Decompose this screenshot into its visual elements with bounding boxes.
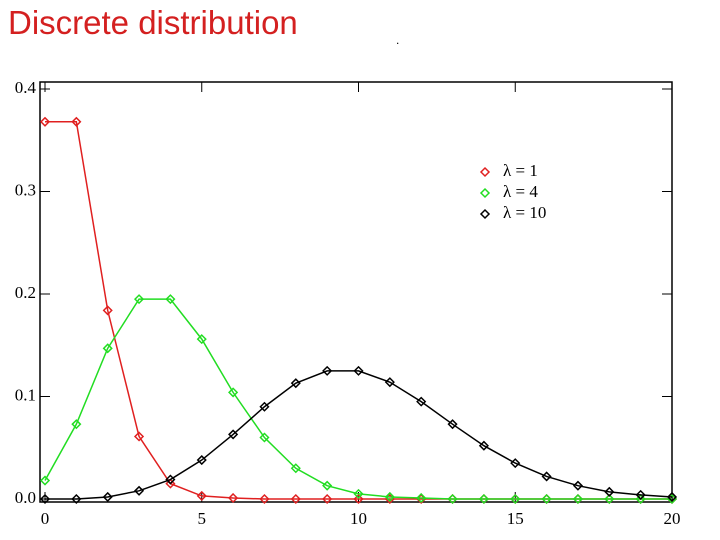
marker xyxy=(322,493,333,505)
marker xyxy=(510,458,521,469)
marker xyxy=(322,480,333,491)
marker xyxy=(447,493,458,505)
marker xyxy=(102,491,113,503)
marker xyxy=(416,492,427,504)
marker xyxy=(604,493,615,505)
marker xyxy=(478,440,489,451)
marker xyxy=(510,493,521,505)
marker xyxy=(541,471,552,482)
marker xyxy=(290,378,301,389)
marker xyxy=(196,454,207,466)
y-tick-label: 0.4 xyxy=(15,78,37,97)
marker xyxy=(196,334,207,345)
marker xyxy=(384,491,395,503)
marker xyxy=(133,431,145,442)
marker xyxy=(447,419,458,430)
marker xyxy=(353,365,364,376)
y-tick-label: 0.3 xyxy=(15,180,36,199)
marker xyxy=(165,478,176,489)
x-tick-label: 20 xyxy=(664,509,681,528)
x-tick-label: 15 xyxy=(507,509,524,528)
y-tick-label: 0.1 xyxy=(15,385,36,404)
marker xyxy=(71,419,82,430)
series-line xyxy=(44,298,672,500)
marker xyxy=(290,463,301,474)
x-tick-label: 10 xyxy=(350,509,367,528)
marker xyxy=(228,387,239,398)
legend-label: λ = 1 xyxy=(503,161,538,180)
marker xyxy=(71,116,82,127)
marker xyxy=(39,116,51,127)
marker xyxy=(259,401,270,412)
marker xyxy=(259,493,270,505)
legend-label: λ = 4 xyxy=(503,182,538,201)
marker xyxy=(572,480,584,491)
x-tick-label: 0 xyxy=(41,509,50,528)
marker xyxy=(228,492,239,504)
marker xyxy=(635,489,646,500)
legend-label: λ = 10 xyxy=(503,203,546,222)
marker xyxy=(39,493,51,505)
marker xyxy=(541,493,552,505)
title-suffix: . xyxy=(396,33,399,47)
marker xyxy=(635,493,646,505)
marker xyxy=(39,475,51,486)
marker xyxy=(572,493,584,505)
marker xyxy=(133,294,145,305)
series-line xyxy=(45,370,673,500)
marker xyxy=(384,377,395,388)
marker xyxy=(666,491,678,503)
marker xyxy=(71,493,82,505)
marker xyxy=(353,493,364,505)
marker xyxy=(228,429,239,440)
marker xyxy=(416,396,427,407)
legend-marker xyxy=(479,187,491,199)
marker xyxy=(196,490,207,501)
legend-marker xyxy=(479,166,491,178)
legend-marker xyxy=(479,208,491,220)
series-line xyxy=(45,121,672,500)
chart-title: Discrete distribution xyxy=(8,4,298,41)
marker xyxy=(133,485,145,496)
marker xyxy=(322,365,333,376)
marker xyxy=(604,486,615,497)
marker xyxy=(102,305,113,316)
marker xyxy=(478,493,489,505)
marker xyxy=(259,432,270,443)
y-tick-label: 0.0 xyxy=(15,488,36,507)
y-tick-label: 0.2 xyxy=(15,283,36,302)
plot-frame xyxy=(39,81,673,503)
marker xyxy=(165,294,176,305)
marker xyxy=(102,343,113,354)
marker xyxy=(165,474,176,485)
marker xyxy=(290,493,301,505)
marker xyxy=(353,488,364,499)
x-tick-label: 5 xyxy=(198,509,207,528)
